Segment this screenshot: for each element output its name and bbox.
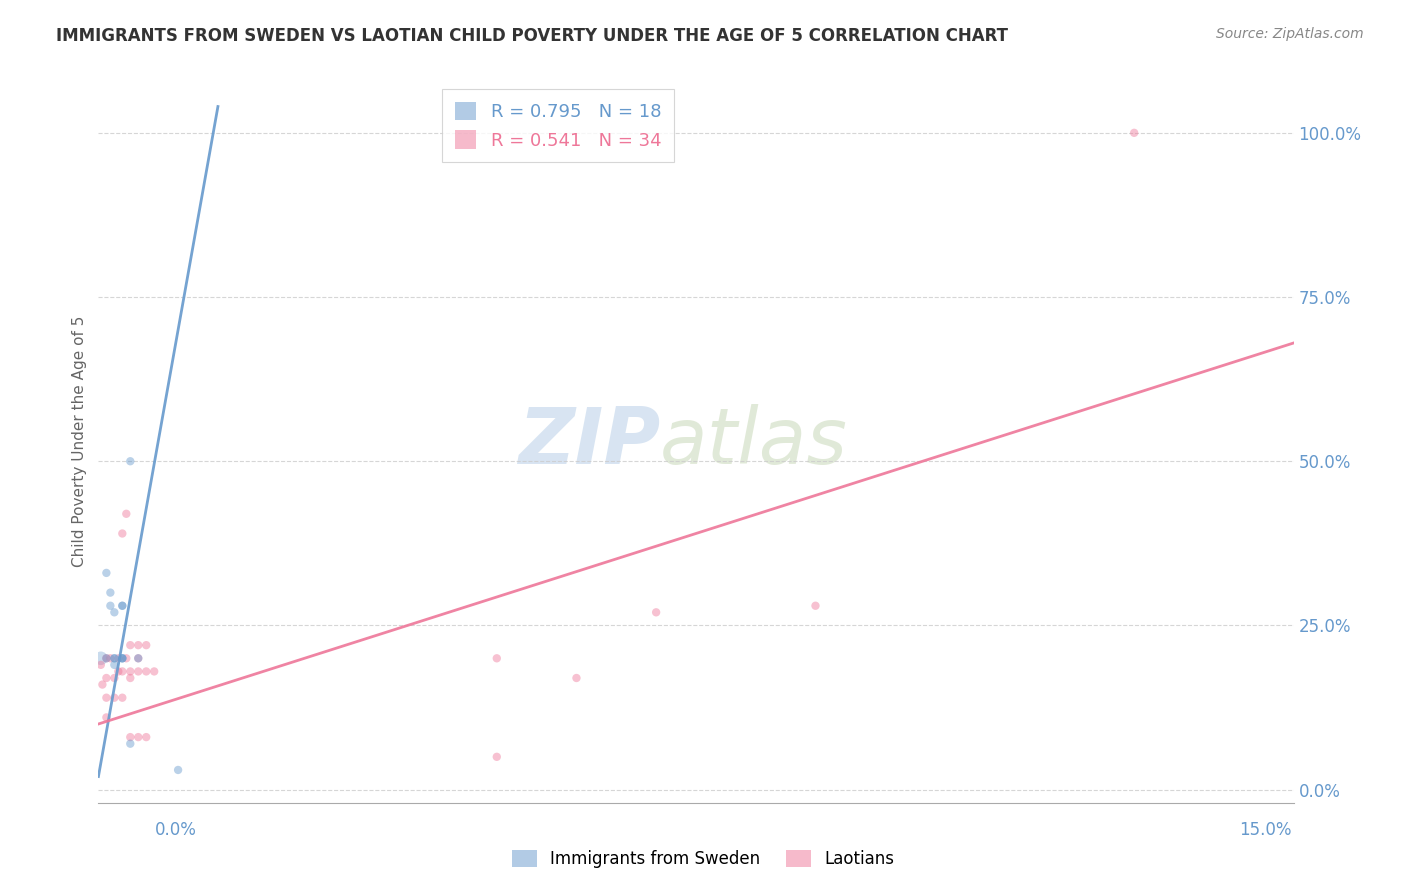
Point <box>111 665 134 679</box>
Point <box>135 638 157 652</box>
Point <box>103 605 125 619</box>
Point <box>103 651 125 665</box>
Point <box>103 690 125 705</box>
Point <box>96 566 118 580</box>
Point <box>91 677 114 691</box>
Point <box>645 605 668 619</box>
Point <box>103 657 125 672</box>
Point <box>111 651 134 665</box>
Point <box>120 737 142 751</box>
Point <box>98 585 122 599</box>
Point <box>96 651 118 665</box>
Point <box>135 665 157 679</box>
Point <box>115 651 138 665</box>
Point <box>120 671 142 685</box>
Point <box>127 638 149 652</box>
Point <box>111 526 134 541</box>
Point <box>111 599 134 613</box>
Point <box>127 665 149 679</box>
Text: ZIP: ZIP <box>517 403 661 480</box>
Point <box>120 454 142 468</box>
Point <box>98 651 122 665</box>
Point <box>120 730 142 744</box>
Text: 0.0%: 0.0% <box>155 821 197 838</box>
Point <box>127 651 149 665</box>
Point <box>565 671 588 685</box>
Legend: Immigrants from Sweden, Laotians: Immigrants from Sweden, Laotians <box>505 843 901 875</box>
Text: 15.0%: 15.0% <box>1239 821 1292 838</box>
Point <box>98 599 122 613</box>
Point <box>143 665 166 679</box>
Point <box>127 730 149 744</box>
Point <box>167 763 190 777</box>
Point <box>135 730 157 744</box>
Text: Source: ZipAtlas.com: Source: ZipAtlas.com <box>1216 27 1364 41</box>
Point <box>111 690 134 705</box>
Point <box>115 507 138 521</box>
Point <box>485 749 508 764</box>
Point <box>120 638 142 652</box>
Point <box>1123 126 1146 140</box>
Point <box>107 651 129 665</box>
Point <box>120 665 142 679</box>
Point <box>103 671 125 685</box>
Point <box>96 671 118 685</box>
Point <box>96 690 118 705</box>
Text: atlas: atlas <box>661 403 848 480</box>
Y-axis label: Child Poverty Under the Age of 5: Child Poverty Under the Age of 5 <box>72 316 87 567</box>
Point <box>111 651 134 665</box>
Point <box>103 651 125 665</box>
Point <box>111 599 134 613</box>
Point <box>127 651 149 665</box>
Point <box>90 651 112 665</box>
Point <box>96 651 118 665</box>
Point <box>90 657 112 672</box>
Point <box>485 651 508 665</box>
Point <box>111 651 134 665</box>
Legend: R = 0.795   N = 18, R = 0.541   N = 34: R = 0.795 N = 18, R = 0.541 N = 34 <box>441 89 673 162</box>
Point <box>96 710 118 724</box>
Point <box>107 665 129 679</box>
Point <box>804 599 827 613</box>
Text: IMMIGRANTS FROM SWEDEN VS LAOTIAN CHILD POVERTY UNDER THE AGE OF 5 CORRELATION C: IMMIGRANTS FROM SWEDEN VS LAOTIAN CHILD … <box>56 27 1008 45</box>
